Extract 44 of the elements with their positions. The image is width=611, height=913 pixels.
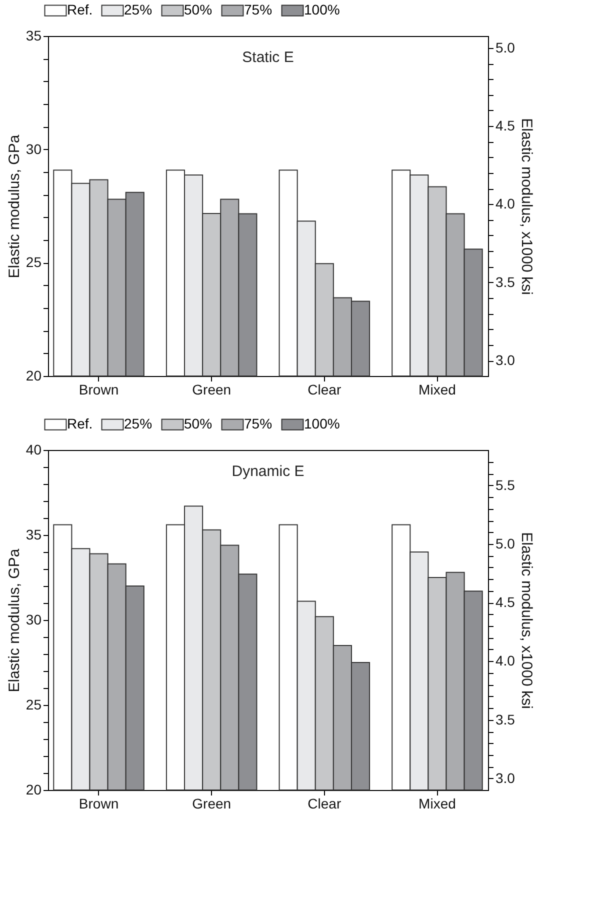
y2-tick-label: 3.5: [496, 711, 516, 728]
y2-tick-label: 5.5: [496, 476, 516, 493]
y-tick-label: 30: [26, 140, 42, 157]
x-tick-label: Mixed: [418, 796, 456, 812]
legend-label: Ref.: [67, 416, 93, 432]
legend-label: 75%: [244, 2, 272, 18]
y2-tick-label: 4.5: [496, 594, 516, 610]
y2-tick-label: 3.0: [496, 770, 516, 786]
y2-tick-label: 4.5: [496, 118, 516, 134]
y-tick-label: 25: [26, 254, 42, 270]
legend-label: 50%: [184, 2, 212, 18]
y-axis-title: Elastic modulus, GPa: [6, 548, 23, 692]
x-tick-label: Green: [192, 382, 232, 398]
legend-label: 75%: [244, 416, 272, 432]
x-tick-label: Green: [192, 796, 232, 812]
y2-tick-label: 4.0: [496, 196, 516, 212]
x-tick-label: Brown: [78, 796, 119, 812]
y-tick-label: 30: [26, 612, 42, 628]
y2-axis-title: Elastic modulus, x1000 ksi: [518, 532, 535, 709]
y-tick-label: 35: [26, 28, 42, 44]
y-axis-title: Elastic modulus, GPa: [6, 134, 23, 278]
y2-tick-label: 3.5: [496, 274, 516, 290]
x-tick-label: Mixed: [418, 382, 456, 398]
y2-tick-label: 3.0: [496, 352, 516, 368]
x-tick-label: Clear: [308, 796, 342, 812]
y-tick-label: 20: [26, 782, 42, 798]
x-tick-label: Clear: [308, 382, 342, 398]
x-tick-label: Brown: [78, 382, 119, 398]
legend-label: Ref.: [67, 2, 93, 18]
text: Dynamic E: [232, 463, 304, 480]
text: Static E: [242, 49, 294, 66]
legend-label: 100%: [304, 416, 340, 432]
legend-label: 100%: [304, 2, 340, 18]
y2-tick-label: 5.0: [496, 39, 516, 56]
y2-axis-title: Elastic modulus, x1000 ksi: [518, 118, 535, 295]
y-tick-label: 40: [26, 442, 42, 458]
y2-tick-label: 5.0: [496, 535, 516, 552]
legend-label: 25%: [124, 2, 152, 18]
y-tick-label: 35: [26, 526, 42, 542]
y2-tick-label: 4.0: [496, 652, 516, 669]
legend-label: 25%: [124, 416, 152, 432]
legend-label: 50%: [184, 416, 212, 432]
y-tick-label: 25: [26, 696, 42, 712]
y-tick-label: 20: [26, 368, 42, 384]
